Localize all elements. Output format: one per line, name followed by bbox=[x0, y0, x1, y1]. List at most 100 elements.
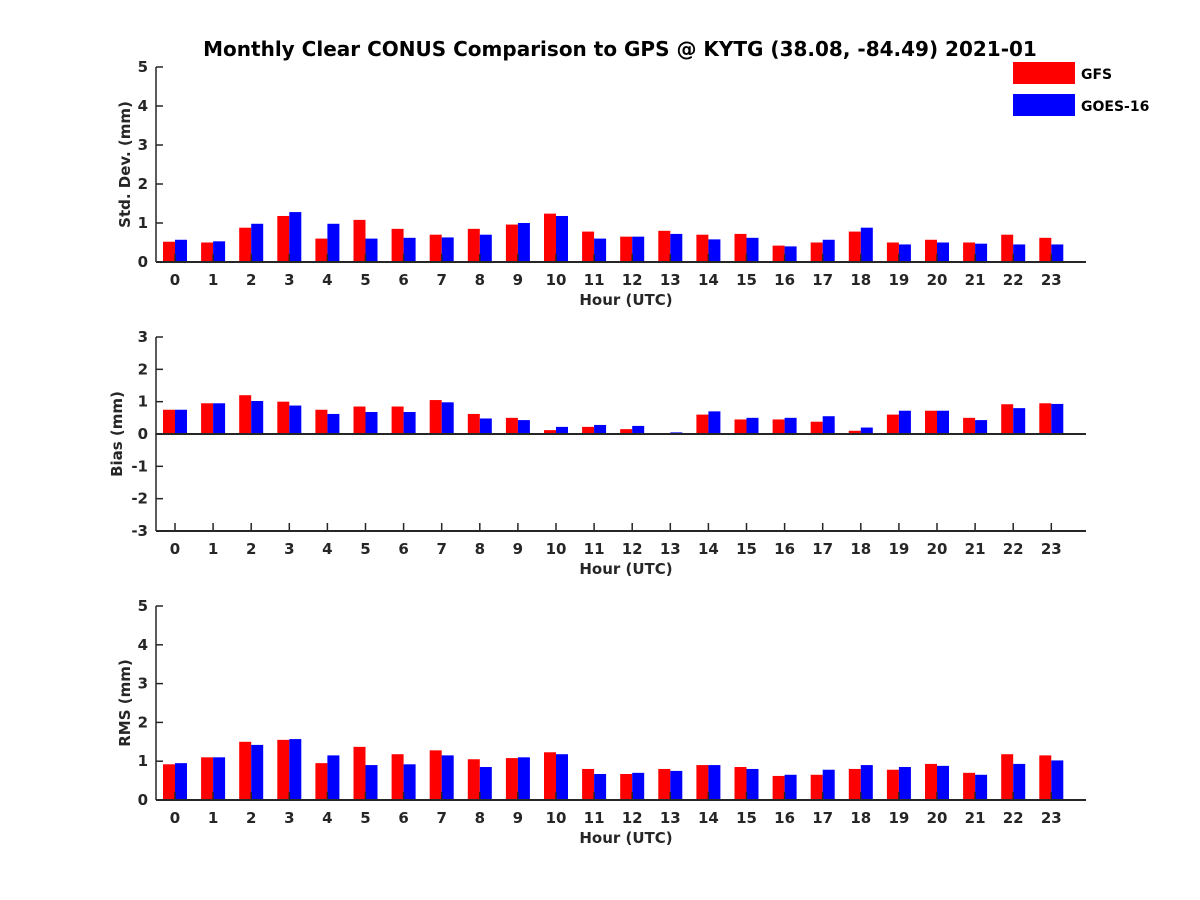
bar-gfs-hour-18 bbox=[848, 430, 861, 434]
bar-gfs-hour-17 bbox=[810, 242, 823, 262]
x-tick-label: 0 bbox=[170, 271, 180, 289]
x-tick-label: 8 bbox=[475, 271, 485, 289]
bar-goes16-hour-1 bbox=[213, 241, 226, 262]
x-tick-label: 23 bbox=[1041, 271, 1062, 289]
bar-gfs-hour-1 bbox=[201, 242, 214, 262]
y-tick-label: 2 bbox=[138, 713, 148, 731]
bar-gfs-hour-0 bbox=[163, 764, 175, 800]
bar-goes16-hour-0 bbox=[175, 239, 187, 262]
bar-goes16-hour-22 bbox=[1013, 244, 1026, 262]
bar-gfs-hour-11 bbox=[582, 231, 595, 262]
x-tick-label: 21 bbox=[965, 271, 986, 289]
bar-goes16-hour-19 bbox=[898, 767, 911, 800]
x-tick-label: 1 bbox=[208, 809, 218, 827]
bar-goes16-hour-15 bbox=[746, 237, 759, 262]
x-tick-label: 10 bbox=[546, 540, 567, 558]
x-tick-label: 9 bbox=[513, 271, 523, 289]
y-tick-label: 0 bbox=[138, 253, 148, 271]
bar-goes16-hour-16 bbox=[784, 246, 797, 262]
bar-goes16-hour-14 bbox=[708, 765, 721, 800]
bar-goes16-hour-14 bbox=[708, 239, 721, 262]
y-tick-label: 2 bbox=[138, 360, 148, 378]
bar-gfs-hour-8 bbox=[467, 759, 480, 800]
x-tick-label: 9 bbox=[513, 540, 523, 558]
x-tick-label: 13 bbox=[660, 271, 681, 289]
x-tick-label: 4 bbox=[322, 809, 332, 827]
y-tick-label: 0 bbox=[138, 425, 148, 443]
bar-gfs-hour-6 bbox=[391, 754, 404, 800]
bar-gfs-hour-1 bbox=[201, 757, 214, 800]
bar-gfs-hour-19 bbox=[886, 414, 899, 434]
bar-gfs-hour-18 bbox=[848, 768, 861, 800]
x-tick-label: 0 bbox=[170, 540, 180, 558]
bar-goes16-hour-20 bbox=[937, 410, 949, 434]
x-tick-label: 21 bbox=[965, 809, 986, 827]
bar-goes16-hour-6 bbox=[403, 412, 416, 434]
bar-goes16-hour-6 bbox=[403, 237, 416, 262]
bar-goes16-hour-5 bbox=[365, 765, 378, 800]
bar-gfs-hour-8 bbox=[467, 413, 480, 434]
x-tick-label: 14 bbox=[698, 540, 719, 558]
bar-goes16-hour-7 bbox=[441, 755, 454, 800]
x-tick-label: 11 bbox=[584, 271, 605, 289]
y-tick-label: 1 bbox=[138, 214, 148, 232]
bar-gfs-hour-14 bbox=[696, 234, 709, 262]
x-tick-label: 5 bbox=[360, 809, 370, 827]
bar-goes16-hour-17 bbox=[822, 416, 835, 434]
bar-goes16-hour-18 bbox=[860, 765, 873, 800]
x-tick-label: 3 bbox=[284, 809, 294, 827]
x-tick-label: 18 bbox=[850, 809, 871, 827]
bar-gfs-hour-15 bbox=[734, 233, 747, 262]
legend-swatch-goes bbox=[1013, 94, 1075, 116]
x-axis-label: Hour (UTC) bbox=[579, 291, 672, 309]
x-tick-label: 3 bbox=[284, 271, 294, 289]
y-tick-label: 5 bbox=[138, 597, 148, 615]
bar-goes16-hour-17 bbox=[822, 239, 835, 262]
bar-gfs-hour-19 bbox=[886, 242, 899, 262]
x-tick-label: 17 bbox=[812, 540, 833, 558]
bar-goes16-hour-6 bbox=[403, 764, 416, 800]
bar-goes16-hour-21 bbox=[975, 774, 988, 800]
bar-gfs-hour-13 bbox=[658, 230, 671, 262]
bar-goes16-hour-1 bbox=[213, 757, 226, 800]
x-tick-label: 22 bbox=[1003, 809, 1024, 827]
bar-gfs-hour-4 bbox=[315, 763, 328, 800]
bar-gfs-hour-12 bbox=[620, 774, 633, 800]
bar-gfs-hour-16 bbox=[772, 775, 785, 800]
bar-gfs-hour-4 bbox=[315, 238, 328, 262]
x-tick-label: 14 bbox=[698, 809, 719, 827]
x-tick-label: 22 bbox=[1003, 271, 1024, 289]
x-tick-label: 10 bbox=[546, 271, 567, 289]
bar-goes16-hour-8 bbox=[479, 418, 492, 434]
bar-gfs-hour-4 bbox=[315, 409, 328, 434]
x-axis-label: Hour (UTC) bbox=[579, 560, 672, 578]
bar-gfs-hour-0 bbox=[163, 241, 175, 262]
bar-gfs-hour-21 bbox=[963, 242, 976, 262]
y-tick-label: -2 bbox=[131, 490, 148, 508]
x-tick-label: 10 bbox=[546, 809, 567, 827]
x-tick-label: 7 bbox=[436, 540, 446, 558]
bar-gfs-hour-5 bbox=[353, 746, 366, 800]
bar-goes16-hour-21 bbox=[975, 420, 988, 434]
x-tick-label: 20 bbox=[927, 271, 948, 289]
bar-gfs-hour-6 bbox=[391, 228, 404, 262]
y-axis-label: Bias (mm) bbox=[108, 391, 126, 477]
x-tick-label: 16 bbox=[774, 271, 795, 289]
bar-gfs-hour-13 bbox=[658, 768, 671, 800]
bar-gfs-hour-23 bbox=[1039, 237, 1052, 262]
y-tick-label: 3 bbox=[138, 675, 148, 693]
legend: GFS GOES-16 bbox=[1013, 62, 1149, 116]
bar-goes16-hour-11 bbox=[594, 238, 607, 262]
legend-label-gfs: GFS bbox=[1081, 67, 1112, 83]
bar-gfs-hour-22 bbox=[1001, 404, 1014, 434]
bar-gfs-hour-14 bbox=[696, 765, 709, 800]
bar-goes16-hour-18 bbox=[860, 227, 873, 262]
x-tick-label: 17 bbox=[812, 809, 833, 827]
bar-goes16-hour-20 bbox=[937, 242, 949, 262]
bar-goes16-hour-5 bbox=[365, 238, 378, 262]
bar-goes16-hour-23 bbox=[1051, 403, 1064, 434]
y-tick-label: 3 bbox=[138, 328, 148, 346]
legend-swatch-gfs bbox=[1013, 62, 1075, 84]
bar-goes16-hour-10 bbox=[556, 426, 568, 434]
chart-title: Monthly Clear CONUS Comparison to GPS @ … bbox=[203, 37, 1037, 61]
